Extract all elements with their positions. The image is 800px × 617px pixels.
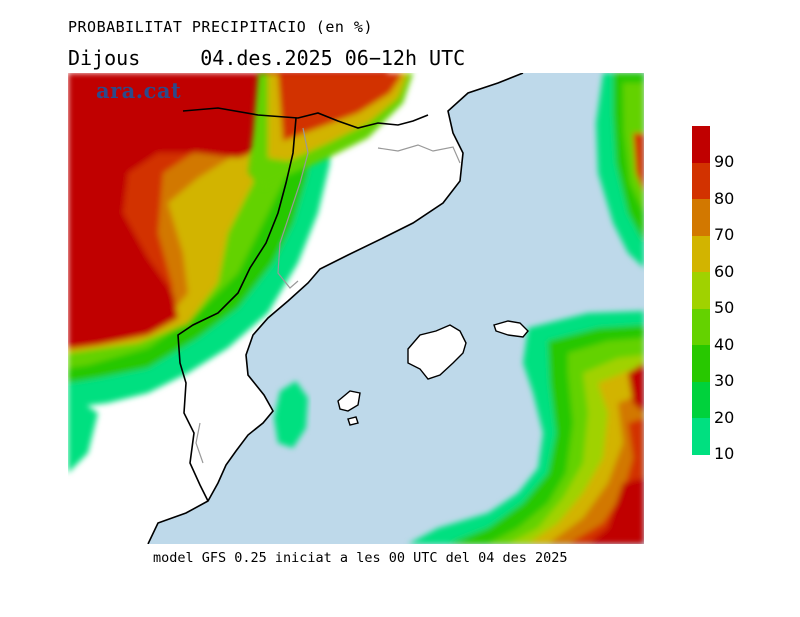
legend-swatch — [692, 381, 710, 418]
map-subtitle: Dijous 04.des.2025 06−12h UTC — [68, 46, 465, 70]
datetime-label: 04.des.2025 06−12h UTC — [200, 46, 466, 70]
border-france-spain — [182, 107, 429, 129]
legend-label: 50 — [714, 298, 735, 317]
coastline — [147, 73, 524, 544]
legend-colorbar — [692, 126, 710, 455]
legend-swatch — [692, 126, 710, 163]
legend-swatch — [692, 308, 710, 345]
legend-label: 30 — [714, 371, 735, 390]
island-formentera — [347, 416, 359, 426]
legend-swatch — [692, 199, 710, 236]
legend-swatch — [692, 418, 710, 455]
island-ibiza — [337, 390, 361, 412]
legend-label: 80 — [714, 188, 735, 208]
map-title: PROBABILITAT PRECIPITACIO (en %) — [68, 18, 373, 36]
border-vertical — [177, 117, 297, 502]
precip-east-north — [596, 73, 644, 268]
legend-label: 10 — [714, 444, 735, 463]
precip-south-small — [274, 381, 308, 448]
watermark-logo: ara.cat — [96, 78, 182, 103]
island-menorca — [493, 320, 529, 338]
legend-swatch — [692, 345, 710, 382]
day-label: Dijous — [68, 46, 141, 70]
border-regional — [195, 127, 461, 464]
legend-label: 20 — [714, 407, 735, 427]
island-mallorca — [407, 324, 467, 380]
precip-north — [248, 73, 413, 188]
legend-label: 40 — [714, 334, 735, 354]
model-info: model GFS 0.25 iniciat a les 00 UTC del … — [153, 550, 568, 566]
precip-west — [68, 73, 388, 473]
legend-label: 90 — [714, 152, 735, 171]
legend-swatch — [692, 162, 710, 199]
legend-swatch — [692, 235, 710, 272]
precipitation-map — [68, 73, 644, 544]
legend-label: 70 — [714, 225, 735, 244]
legend-label: 60 — [714, 261, 735, 281]
precip-south-east — [408, 311, 644, 544]
legend-swatch — [692, 272, 710, 309]
